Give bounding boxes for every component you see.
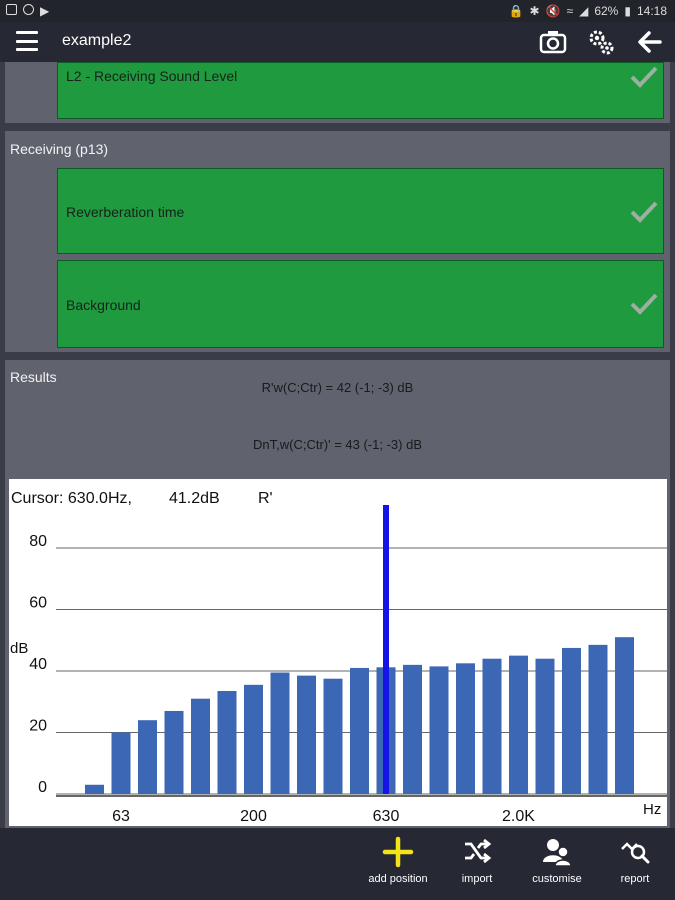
receiving-panel: Receiving (p13) Reverberation time Backg…	[5, 131, 670, 352]
step-label: Background	[66, 297, 141, 313]
play-notification-icon: ▶	[40, 4, 50, 18]
check-icon	[630, 201, 658, 223]
y-axis-label: dB	[10, 640, 28, 657]
import-label: import	[461, 873, 493, 885]
bar-500hz[interactable]	[350, 667, 369, 794]
battery-percent: 62%	[594, 4, 619, 18]
series-label: R'	[258, 490, 273, 507]
y-tick-label: 0	[38, 779, 47, 796]
source-panel: L2 - Receiving Sound Level	[5, 62, 670, 123]
y-tick-label: 60	[29, 595, 47, 612]
bar-80hz[interactable]	[138, 720, 157, 794]
mute-icon: 🔇	[545, 4, 561, 18]
bar-100hz[interactable]	[164, 710, 184, 794]
gallery-notification-icon	[6, 4, 17, 15]
bar-1600hz[interactable]	[482, 658, 502, 794]
wifi-icon: ≈	[566, 4, 574, 18]
page-title: example2	[62, 32, 132, 49]
section-title-receiving: Receiving (p13)	[10, 141, 109, 157]
formula-dntw: DnT,w(C;Ctr)' = 43 (-1; -3) dB	[253, 437, 422, 452]
check-icon	[630, 66, 658, 88]
bottom-toolbar: add position import customise report	[0, 828, 675, 900]
bar-200hz[interactable]	[244, 684, 263, 794]
clock: 14:18	[636, 4, 667, 18]
report-label: report	[620, 873, 650, 885]
cursor-readout-frequency: Cursor: 630.0Hz,	[11, 490, 132, 507]
check-icon	[630, 293, 658, 315]
y-tick-label: 80	[29, 533, 47, 550]
bar-63hz[interactable]	[111, 732, 131, 795]
bar-1250hz[interactable]	[456, 663, 475, 794]
step-reverberation-time[interactable]: Reverberation time	[57, 168, 664, 254]
menu-icon[interactable]	[16, 31, 38, 51]
step-label: Reverberation time	[66, 204, 185, 220]
cursor-line[interactable]	[383, 505, 389, 794]
bar-1000hz[interactable]	[429, 666, 449, 794]
users-icon	[543, 839, 572, 867]
bar-125hz[interactable]	[191, 698, 210, 794]
x-tick-label: 200	[240, 808, 267, 825]
add-position-button[interactable]: add position	[358, 828, 438, 900]
camera-icon[interactable]	[538, 27, 568, 57]
plus-icon	[382, 836, 414, 868]
bar-315hz[interactable]	[297, 675, 316, 794]
bar-5000hz[interactable]	[615, 637, 634, 794]
bar-2500hz[interactable]	[535, 658, 555, 794]
report-icon	[621, 842, 650, 864]
bar-250hz[interactable]	[270, 672, 290, 794]
step-l2-receiving-sound-level[interactable]: L2 - Receiving Sound Level	[57, 62, 664, 119]
formula-rw: R'w(C;Ctr) = 42 (-1; -3) dB	[261, 380, 414, 395]
status-bar: ▶ 🔒 ✱ 🔇 ≈ ◢ 62% ▮ 14:18	[0, 0, 675, 22]
signal-icon: ◢	[579, 4, 589, 18]
sync-notification-icon	[23, 4, 34, 15]
bar-800hz[interactable]	[403, 664, 422, 794]
section-title-results: Results	[10, 369, 57, 385]
back-arrow-icon[interactable]	[634, 27, 664, 57]
x-tick-label: 630	[373, 808, 400, 825]
bar-2000hz[interactable]	[509, 655, 528, 794]
shuffle-icon	[465, 838, 492, 864]
battery-icon: ▮	[624, 4, 631, 18]
bar-50hz[interactable]	[85, 784, 104, 794]
settings-icon[interactable]	[586, 27, 616, 57]
x-tick-label: 63	[112, 808, 130, 825]
frequency-chart[interactable]: 80 60 40 20 0 63 200 630 2.0K Cursor: 630.0Hz, 4…	[9, 479, 667, 826]
x-tick-label: 2.0K	[502, 808, 535, 825]
add-position-label: add position	[368, 873, 428, 885]
y-tick-label: 20	[29, 718, 47, 735]
bar-4000hz[interactable]	[588, 644, 608, 794]
bar-400hz[interactable]	[323, 678, 343, 794]
import-button[interactable]: import	[437, 828, 517, 900]
cursor-readout-level: 41.2dB	[169, 490, 220, 507]
step-background[interactable]: Background	[57, 260, 664, 348]
customise-label: customise	[532, 873, 582, 885]
bar-3150hz[interactable]	[562, 647, 581, 794]
report-button[interactable]: report	[595, 828, 675, 900]
step-label: L2 - Receiving Sound Level	[66, 68, 238, 84]
customise-button[interactable]: customise	[517, 828, 597, 900]
app-bar: example2	[0, 22, 675, 62]
bar-160hz[interactable]	[217, 690, 237, 794]
lock-icon: 🔒	[508, 4, 524, 18]
x-axis-label: Hz	[643, 801, 661, 818]
y-tick-label: 40	[29, 656, 47, 673]
bluetooth-icon: ✱	[529, 4, 540, 18]
